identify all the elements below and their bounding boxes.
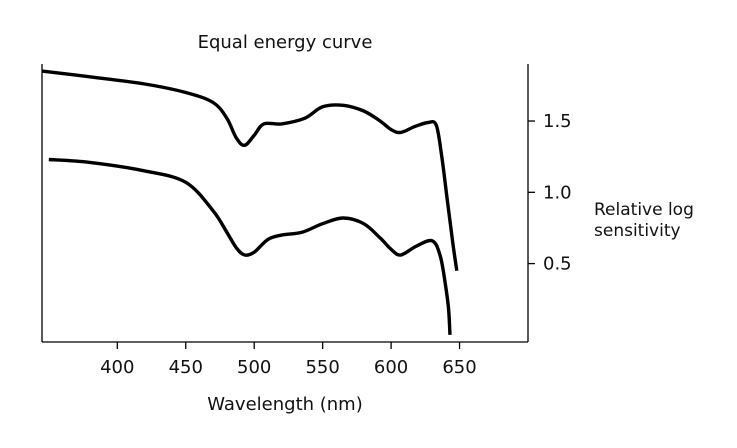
x-axis-label: Wavelength (nm) xyxy=(207,394,363,415)
y-tick-label: 1.5 xyxy=(543,111,572,132)
y-tick-label: 0.5 xyxy=(543,254,572,275)
x-tick-label: 450 xyxy=(169,357,203,378)
series-line-lower xyxy=(48,157,452,336)
x-tick-label: 650 xyxy=(442,357,476,378)
y-tick-label: 1.0 xyxy=(543,182,572,203)
series-line-upper xyxy=(41,69,459,271)
x-tick-label: 400 xyxy=(100,357,134,378)
x-ticks: 400 450 500 550 600 650 xyxy=(100,342,477,378)
x-tick-label: 550 xyxy=(305,357,339,378)
axes xyxy=(41,64,529,343)
x-tick-label: 600 xyxy=(374,357,408,378)
y-axis-label: Relative log sensitivity xyxy=(594,200,694,241)
chart-title: Equal energy curve xyxy=(197,32,373,53)
y-ticks: 0.5 1.0 1.5 xyxy=(528,111,572,275)
x-tick-label: 500 xyxy=(237,357,271,378)
series-group xyxy=(41,69,459,336)
